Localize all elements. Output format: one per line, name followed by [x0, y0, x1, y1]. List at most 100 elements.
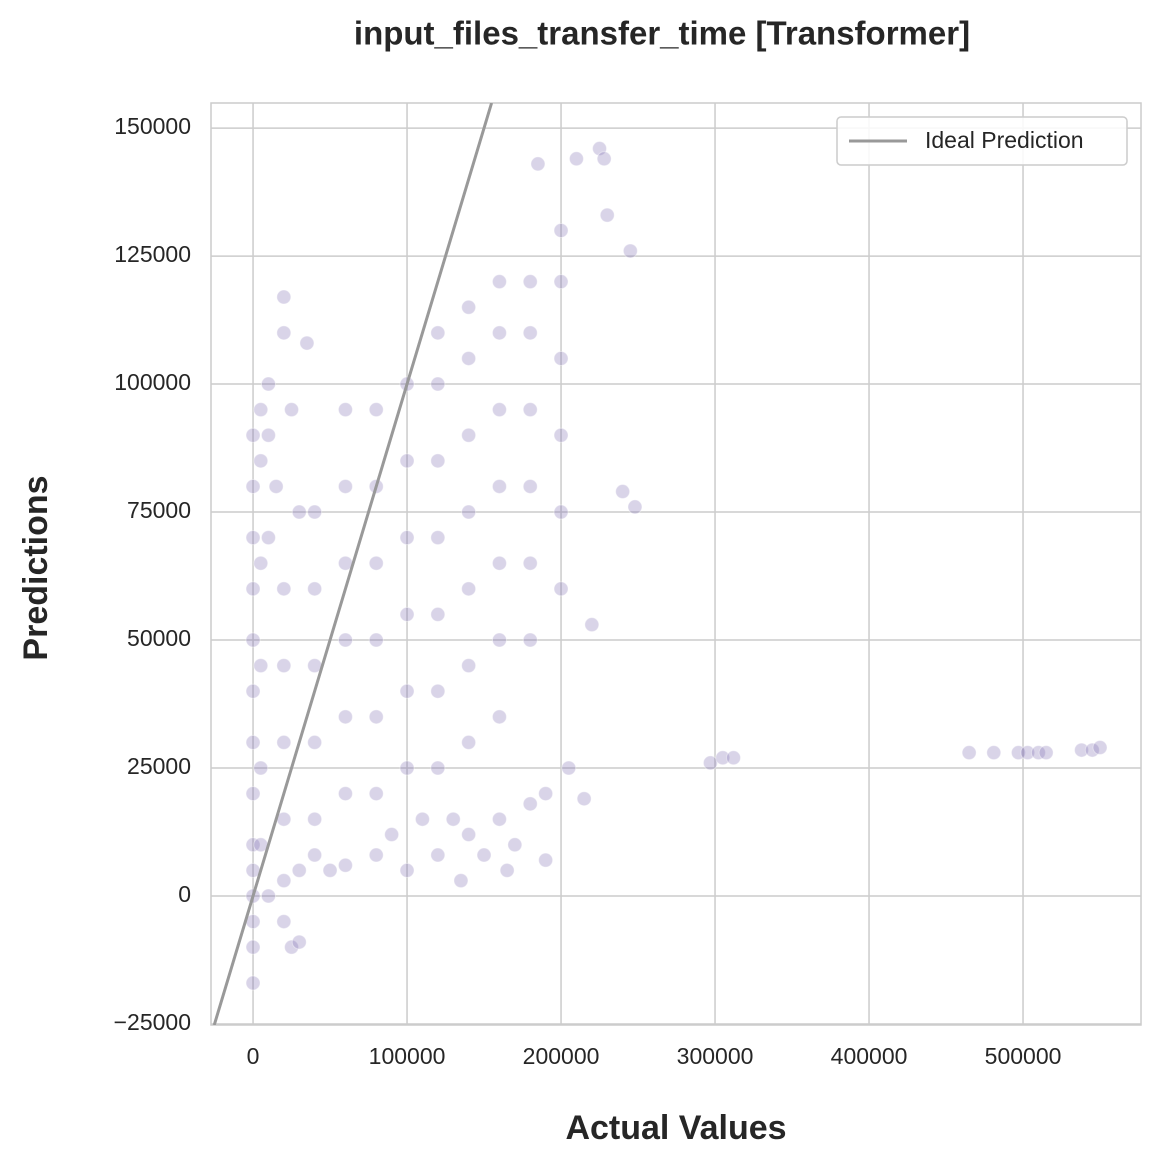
y-tick-label: 50000: [127, 625, 191, 651]
x-tick-label: 200000: [523, 1043, 600, 1069]
scatter-point: [276, 289, 292, 305]
scatter-point: [276, 873, 292, 889]
scatter-point: [337, 857, 353, 873]
scatter-point: [307, 811, 323, 827]
scatter-point: [291, 934, 307, 950]
scatter-point: [491, 402, 507, 418]
scatter-point: [499, 862, 515, 878]
scatter-point: [260, 427, 276, 443]
scatter-point: [491, 325, 507, 341]
legend-label: Ideal Prediction: [925, 127, 1084, 153]
y-tick-label: 25000: [127, 753, 191, 779]
y-axis-label: Predictions: [17, 475, 55, 660]
scatter-point: [307, 504, 323, 520]
legend-box: [836, 116, 1128, 166]
scatter-point: [276, 658, 292, 674]
scatter-point: [553, 350, 569, 366]
scatter-point: [245, 786, 261, 802]
scatter-point: [461, 504, 477, 520]
scatter-point: [322, 862, 338, 878]
scatter-point: [596, 151, 612, 167]
scatter-point: [715, 750, 731, 766]
x-axis-label: Actual Values: [565, 1109, 786, 1147]
scatter-point: [399, 683, 415, 699]
scatter-point: [491, 555, 507, 571]
scatter-point: [726, 750, 742, 766]
scatter-point: [491, 811, 507, 827]
points-layer: [212, 103, 1108, 1025]
scatter-point: [268, 478, 284, 494]
scatter-point: [961, 745, 977, 761]
scatter-point: [553, 504, 569, 520]
scatter-point: [461, 350, 477, 366]
scatter-point: [337, 709, 353, 725]
x-tick-label: 500000: [985, 1043, 1062, 1069]
scatter-point: [491, 709, 507, 725]
scatter-point: [507, 837, 523, 853]
scatter-point: [245, 530, 261, 546]
y-tick-label: 100000: [114, 369, 191, 395]
x-tick-label: 100000: [369, 1043, 446, 1069]
scatter-point: [453, 873, 469, 889]
scatter-point: [253, 453, 269, 469]
scatter-point: [245, 975, 261, 991]
scatter-point: [430, 683, 446, 699]
scatter-point: [986, 745, 1002, 761]
scatter-point: [576, 791, 592, 807]
scatter-point: [276, 914, 292, 930]
scatter-point: [260, 376, 276, 392]
scatter-point: [337, 402, 353, 418]
scatter-point: [368, 709, 384, 725]
chart-title: input_files_transfer_time [Transformer]: [354, 15, 970, 52]
y-tick-label: 0: [178, 881, 191, 907]
y-tick-label: 125000: [114, 241, 191, 267]
scatter-point: [592, 141, 608, 157]
scatter-point: [522, 402, 538, 418]
scatter-point: [553, 581, 569, 597]
scatter-point: [368, 847, 384, 863]
scatter-point: [430, 760, 446, 776]
scatter-point: [307, 847, 323, 863]
scatter-point: [245, 734, 261, 750]
scatter-point: [337, 786, 353, 802]
scatter-point: [368, 786, 384, 802]
scatter-point: [1020, 745, 1036, 761]
scatter-point: [414, 811, 430, 827]
scatter-point: [307, 581, 323, 597]
scatter-point: [299, 335, 315, 351]
scatter-point: [430, 606, 446, 622]
scatter-point: [260, 888, 276, 904]
scatter-point: [399, 862, 415, 878]
scatter-point: [538, 786, 554, 802]
ideal-line: [212, 103, 494, 1025]
scatter-point: [430, 530, 446, 546]
scatter-point: [276, 325, 292, 341]
scatter-point: [245, 427, 261, 443]
scatter-point: [461, 427, 477, 443]
scatter-point: [430, 453, 446, 469]
scatter-point: [538, 852, 554, 868]
scatter-point: [584, 617, 600, 633]
x-tick-label: 400000: [831, 1043, 908, 1069]
scatter-point: [399, 606, 415, 622]
scatter-point: [399, 530, 415, 546]
scatter-point: [461, 658, 477, 674]
scatter-point: [253, 402, 269, 418]
scatter-point: [461, 734, 477, 750]
scatter-point: [491, 478, 507, 494]
scatter-point: [284, 402, 300, 418]
scatter-point: [561, 760, 577, 776]
scatter-point: [291, 862, 307, 878]
scatter-point: [1074, 742, 1090, 758]
scatter-point: [260, 530, 276, 546]
scatter-point: [568, 151, 584, 167]
scatter-point: [522, 555, 538, 571]
scatter-point: [430, 847, 446, 863]
scatter-point: [253, 555, 269, 571]
scatter-point: [553, 427, 569, 443]
scatter-point: [245, 683, 261, 699]
scatter-point: [430, 376, 446, 392]
scatter-point: [276, 734, 292, 750]
scatter-point: [553, 274, 569, 290]
